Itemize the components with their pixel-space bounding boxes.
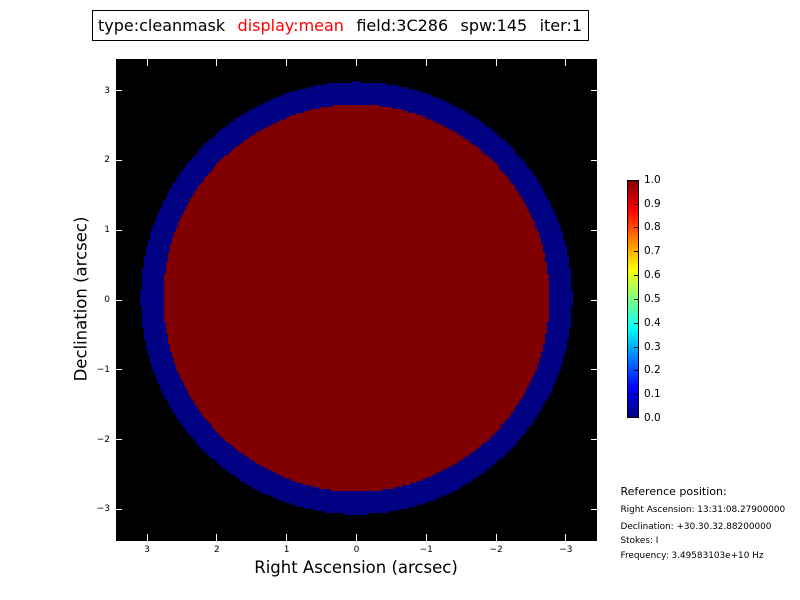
- x-tick-label: 1: [283, 544, 290, 555]
- x-tick-mark: [146, 534, 148, 541]
- x-tick-mark: [146, 59, 148, 66]
- y-tick-mark: [590, 299, 598, 301]
- colorbar-tick-label: 0.8: [644, 221, 661, 234]
- reference-right-ascension: Right Ascension: 13:31:08.27900000: [620, 505, 786, 515]
- colorbar-tick-mark: [634, 298, 639, 300]
- colorbar-tick-label: 0.9: [644, 197, 661, 210]
- x-tick-mark: [565, 59, 567, 66]
- y-tick-label: −3: [96, 504, 110, 515]
- x-tick-mark: [425, 534, 427, 541]
- colorbar-tick-label: 0.1: [644, 388, 661, 401]
- x-tick-mark: [565, 534, 567, 541]
- y-tick-mark: [115, 299, 123, 301]
- x-tick-mark: [495, 59, 497, 66]
- colorbar-tick-mark: [634, 346, 639, 348]
- colorbar-tick-label: 0.6: [644, 269, 661, 282]
- x-tick-mark: [355, 534, 357, 541]
- colorbar-tick-mark: [634, 322, 639, 324]
- y-tick-mark: [115, 439, 123, 441]
- colorbar-tick-label: 0.0: [644, 412, 661, 424]
- title-separator: [225, 16, 237, 35]
- y-tick-mark: [590, 369, 598, 371]
- x-tick-mark: [495, 534, 497, 541]
- x-tick-label: 3: [144, 544, 150, 555]
- x-axis-label: Right Ascension (arcsec): [254, 557, 458, 577]
- x-tick-mark: [286, 59, 288, 66]
- y-tick-mark: [115, 90, 123, 92]
- y-tick-mark: [590, 439, 598, 441]
- y-tick-label: 2: [104, 155, 110, 166]
- y-tick-label: 3: [104, 85, 110, 96]
- y-tick-label: 0: [104, 295, 110, 305]
- colorbar-tick-label: 0.2: [644, 364, 661, 377]
- y-tick-mark: [590, 508, 598, 510]
- title-segment-spw: spw:145: [460, 16, 528, 36]
- title-separator: [527, 16, 539, 35]
- x-tick-mark: [286, 534, 288, 541]
- y-tick-mark: [590, 159, 598, 161]
- title-segment-iter: iter:1: [539, 16, 583, 36]
- colorbar-tick-label: 0.7: [644, 245, 661, 258]
- colorbar-tick-mark: [634, 394, 639, 396]
- y-tick-mark: [590, 229, 598, 231]
- colorbar-tick-mark: [634, 227, 639, 229]
- reference-position-header: Reference position:: [620, 485, 727, 498]
- x-tick-label: −2: [489, 544, 503, 555]
- x-tick-mark: [425, 59, 427, 66]
- y-tick-label: −1: [96, 364, 110, 375]
- colorbar-tick-mark: [634, 203, 639, 205]
- y-tick-mark: [115, 508, 123, 510]
- title-separator: [344, 16, 356, 35]
- x-tick-label: −3: [559, 544, 573, 555]
- colorbar-tick-label: 1.0: [644, 173, 661, 186]
- title-separator: [448, 16, 460, 35]
- colorbar-tick-mark: [634, 275, 639, 277]
- y-tick-mark: [590, 90, 598, 92]
- x-tick-mark: [355, 59, 357, 66]
- title-box: type:cleanmask display:mean field:3C286 …: [91, 10, 589, 42]
- y-tick-mark: [115, 159, 123, 161]
- image-plot-area: [115, 59, 598, 541]
- y-tick-mark: [115, 229, 123, 231]
- x-tick-mark: [216, 534, 218, 541]
- cleanmask-raster-image: [115, 59, 598, 541]
- colorbar-tick-label: 0.3: [644, 340, 661, 353]
- y-tick-mark: [115, 369, 123, 371]
- colorbar-tick-mark: [634, 251, 639, 253]
- title-segment-type: type:cleanmask: [97, 16, 226, 36]
- x-tick-label: 2: [213, 544, 220, 555]
- colorbar-tick-label: 0.5: [644, 292, 661, 305]
- x-tick-label: 0: [353, 544, 360, 555]
- y-tick-label: −2: [96, 434, 110, 445]
- y-tick-label: 1: [104, 225, 110, 236]
- colorbar-tick-label: 0.4: [644, 316, 661, 329]
- x-tick-mark: [216, 59, 218, 66]
- title-segment-display: display:mean: [237, 16, 344, 36]
- reference-frequency: Frequency: 3.49583103e+10 Hz: [620, 551, 764, 561]
- colorbar-tick-mark: [634, 370, 639, 372]
- reference-declination: Declination: +30.30.32.88200000: [620, 521, 772, 532]
- x-tick-label: −1: [419, 544, 433, 555]
- title-segment-field: field:3C286: [356, 16, 449, 36]
- reference-stokes: Stokes: I: [620, 536, 659, 546]
